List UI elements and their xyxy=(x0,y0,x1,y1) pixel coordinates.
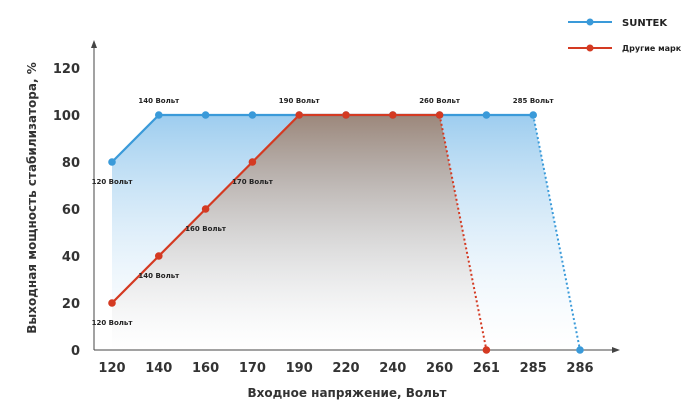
series-point-1 xyxy=(482,346,491,354)
point-label: 260 Вольт xyxy=(419,97,461,105)
series-point-1 xyxy=(201,205,210,213)
series-points xyxy=(108,111,584,354)
legend-marker-suntek xyxy=(586,18,594,26)
point-label: 170 Вольт xyxy=(232,178,274,186)
x-axis-title: Входное напряжение, Вольт xyxy=(247,386,446,400)
x-tick-label: 120 xyxy=(98,361,125,376)
series-dashed-line-1 xyxy=(438,114,488,351)
legend-label-other: Другие марк xyxy=(622,44,682,53)
series-point-1 xyxy=(389,111,397,119)
series-point-1 xyxy=(155,252,163,260)
x-axis-arrow xyxy=(612,347,620,353)
x-tick-label: 260 xyxy=(426,361,453,376)
point-label: 160 Вольт xyxy=(185,225,227,233)
series-point-0 xyxy=(529,111,537,119)
legend-label-suntek: SUNTEK xyxy=(622,18,668,29)
series-line-1 xyxy=(111,113,440,304)
series-point-0 xyxy=(248,111,257,119)
y-axis-title: Выходная мощность стабилизатора, % xyxy=(25,62,39,334)
legend-item-suntek: SUNTEK xyxy=(568,18,668,29)
x-tick-label: 160 xyxy=(192,361,219,376)
y-tick-label: 20 xyxy=(62,297,80,312)
legend: SUNTEK Другие марк xyxy=(568,18,682,53)
y-axis-arrow xyxy=(91,40,97,48)
x-tick-label: 220 xyxy=(332,361,359,376)
point-labels: 120 Вольт 140 Вольт 285 Вольт 120 Вольт 140 … xyxy=(92,97,555,327)
series-point-1 xyxy=(248,158,257,166)
x-tick-labels: 120 140 160 170 190 220 240 260 261 285 286 xyxy=(98,361,593,376)
area-layer xyxy=(112,115,580,350)
x-tick-label: 140 xyxy=(145,361,172,376)
series-point-0 xyxy=(155,111,163,119)
x-tick-label: 261 xyxy=(473,361,500,376)
legend-item-other: Другие марк xyxy=(568,44,682,53)
series-point-0 xyxy=(576,346,584,354)
series-dashed-line-0 xyxy=(532,114,581,351)
x-tick-label: 190 xyxy=(286,361,313,376)
x-tick-label: 240 xyxy=(379,361,406,376)
x-tick-label: 286 xyxy=(566,361,593,376)
point-label: 120 Вольт xyxy=(92,178,134,186)
series-point-1 xyxy=(435,111,444,119)
point-label: 140 Вольт xyxy=(138,97,180,105)
point-label: 120 Вольт xyxy=(92,319,134,327)
series-lines xyxy=(111,113,581,351)
point-label: 285 Вольт xyxy=(513,97,555,105)
y-tick-label: 120 xyxy=(53,62,80,77)
point-label: 140 Вольт xyxy=(138,272,180,280)
legend-marker-other xyxy=(586,44,594,52)
point-label: 190 Вольт xyxy=(279,97,321,105)
series-point-0 xyxy=(482,111,491,119)
y-tick-labels: 0 20 40 60 80 100 120 xyxy=(53,62,80,359)
y-tick-label: 0 xyxy=(71,344,80,359)
series-point-0 xyxy=(201,111,210,119)
series-point-1 xyxy=(342,111,350,119)
x-tick-label: 285 xyxy=(520,361,547,376)
series-area-1 xyxy=(112,115,487,350)
y-tick-label: 40 xyxy=(62,250,80,265)
y-tick-label: 80 xyxy=(62,156,80,171)
series-point-0 xyxy=(108,158,116,166)
series-point-1 xyxy=(295,111,304,119)
series-point-1 xyxy=(108,299,116,307)
y-tick-label: 60 xyxy=(62,203,80,218)
x-tick-label: 170 xyxy=(239,361,266,376)
y-tick-label: 100 xyxy=(53,109,80,124)
